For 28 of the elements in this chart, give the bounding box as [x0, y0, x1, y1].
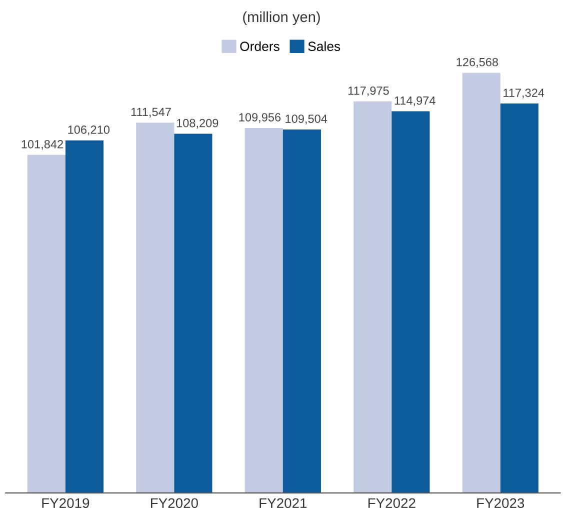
- bar: [27, 154, 66, 493]
- data-label: 126,568: [456, 58, 498, 68]
- data-label: 109,504: [286, 114, 328, 124]
- x-tick-label: FY2021: [260, 498, 307, 508]
- data-label: 114,974: [394, 96, 436, 106]
- x-tick-label: FY2019: [42, 498, 90, 508]
- bar: [65, 140, 104, 493]
- bar: [174, 134, 212, 493]
- bar: [282, 129, 321, 493]
- data-label: 101,842: [22, 140, 63, 150]
- x-tick-label: FY2023: [477, 498, 524, 508]
- bar: [462, 72, 500, 493]
- bar: [354, 101, 392, 493]
- chart-title: (million yen): [243, 11, 320, 25]
- bar: [244, 128, 283, 493]
- data-label: 109,956: [239, 113, 281, 123]
- data-label: 117,975: [348, 86, 389, 96]
- data-label: 106,210: [68, 126, 110, 136]
- x-tick-label: FY2020: [150, 498, 198, 508]
- legend-label: Orders: [240, 41, 280, 52]
- data-label: 117,324: [504, 88, 544, 98]
- bar: [136, 122, 174, 493]
- bar: [392, 111, 430, 493]
- legend-label: Sales: [308, 41, 340, 52]
- bar: [500, 103, 538, 493]
- x-tick-label: FY2022: [368, 498, 416, 508]
- data-label: 108,209: [176, 118, 218, 129]
- data-label: 111,547: [131, 108, 171, 118]
